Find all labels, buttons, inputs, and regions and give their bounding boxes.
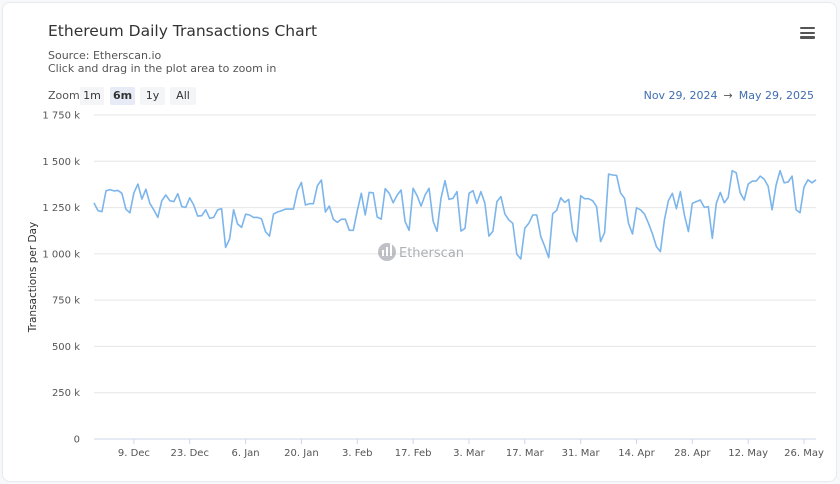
etherscan-watermark: Etherscan [378, 243, 464, 261]
x-tick-label: 20. Jan [284, 448, 319, 459]
zoom-label: Zoom [48, 89, 80, 102]
y-tick-label: 500 k [52, 342, 80, 353]
series-line[interactable] [93, 169, 817, 260]
x-tick-label: 3. Mar [453, 448, 485, 459]
y-axis-title: Transactions per Day [27, 222, 39, 333]
zoom-6m-button[interactable]: 6m [110, 87, 135, 105]
hamburger-menu-icon[interactable] [800, 27, 815, 39]
range-from[interactable]: Nov 29, 2024 [643, 89, 718, 102]
x-tick-label: 14. Apr [618, 448, 655, 459]
y-tick-label: 1 000 k [42, 249, 80, 260]
zoom-1y-button[interactable]: 1y [140, 87, 165, 105]
range-arrow: → [723, 89, 733, 102]
chart-source: Source: Etherscan.io [48, 49, 162, 62]
y-tick-label: 250 k [52, 388, 80, 399]
x-tick-label: 17. Mar [506, 448, 545, 459]
y-tick-label: 1 250 k [42, 203, 80, 214]
x-tick-label: 9. Dec [118, 448, 150, 459]
x-tick-label: 6. Jan [232, 448, 260, 459]
x-tick-label: 3. Feb [342, 448, 372, 459]
date-range: Nov 29, 2024 → May 29, 2025 [644, 89, 814, 102]
x-tick-label: 28. Apr [674, 448, 711, 459]
y-tick-label: 750 k [52, 296, 80, 307]
zoom-1m-button[interactable]: 1m [80, 87, 104, 105]
y-tick-label: 1 750 k [42, 111, 80, 122]
x-tick-label: 23. Dec [171, 448, 209, 459]
chart-title: Ethereum Daily Transactions Chart [48, 22, 318, 40]
y-tick-label: 1 500 k [42, 157, 80, 168]
x-tick-label: 31. Mar [562, 448, 601, 459]
x-tick-label: 17. Feb [395, 448, 432, 459]
x-tick-label: 12. May [728, 448, 768, 459]
x-tick-label: 26. May [784, 448, 824, 459]
chart-hint: Click and drag in the plot area to zoom … [48, 62, 277, 75]
zoom-all-button[interactable]: All [170, 87, 196, 105]
y-tick-label: 0 [74, 435, 80, 446]
watermark-text: Etherscan [399, 246, 464, 261]
range-to[interactable]: May 29, 2025 [738, 89, 814, 102]
